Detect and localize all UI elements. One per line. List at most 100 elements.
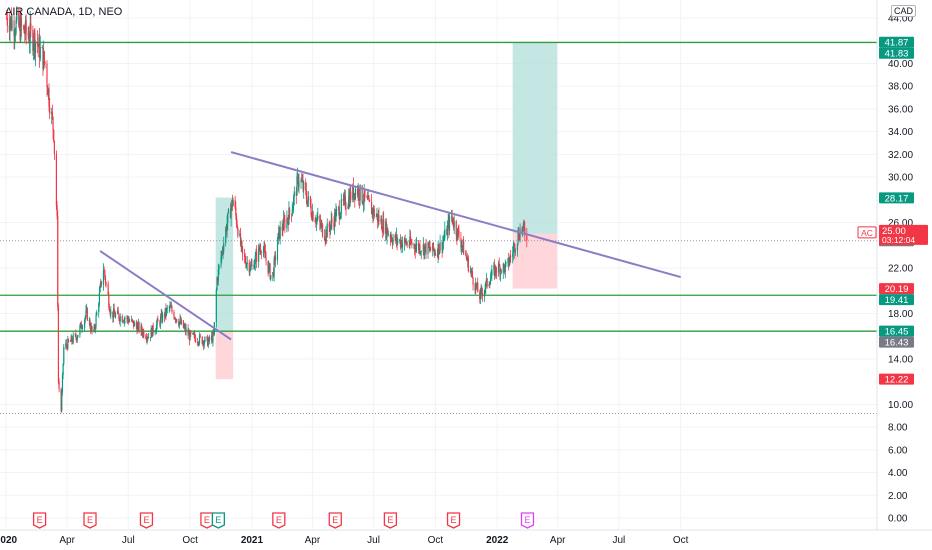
candle-body [288,208,290,225]
candle-body [474,284,476,291]
position-loss-zone[interactable] [512,233,558,289]
earnings-marker-label: E [276,515,282,525]
candle-body [142,330,144,335]
candle-body [43,51,45,62]
candle-body [74,334,76,336]
candle-body [272,272,275,277]
price-axis-tag [879,283,914,295]
candle-body [20,18,22,40]
position-profit-zone[interactable] [512,42,558,234]
candle-body [61,392,63,411]
candle-body [229,209,232,219]
trendline[interactable] [230,151,681,279]
candle-body [472,277,474,285]
candle-body [495,271,498,273]
earnings-marker[interactable]: E [211,512,226,529]
candle-body [72,335,74,343]
last-price-tag [879,224,928,245]
candle-body [409,236,411,246]
candle-body [29,23,31,42]
price-axis[interactable]: 44.00 40.00 38.00 36.00 34.00 32.00 30.00 26.00… [888,14,913,525]
candle-body [202,341,204,344]
candle-body [75,334,77,338]
candle-body [235,215,238,225]
candle-body [34,41,37,53]
candle-body [477,283,479,293]
candle-body [154,331,156,333]
candle-body [227,212,229,224]
candle-body [368,196,370,200]
candle-body [124,318,126,320]
candle-body [452,224,455,228]
position-tools[interactable] [215,42,558,380]
candle-body [293,196,295,207]
candle-body [481,293,484,297]
candle-body [358,188,360,200]
candle-body [227,209,230,213]
earnings-marker[interactable]: E [520,512,535,529]
candle-body [363,190,365,203]
candle-body [443,237,445,240]
price-axis-tag [879,325,914,337]
price-axis-tag-text: 20.19 [885,284,909,295]
price-tick-label: 26.00 [888,218,913,229]
candle-body [514,244,516,253]
time-axis[interactable]: 2020 Apr Jul Oct 2021 Apr Jul Oct 2022 Apr Jul Oct [0,535,689,546]
candle-body [385,221,387,238]
candle-body [150,328,152,338]
candle-body [187,328,189,336]
currency-badge[interactable]: CAD [891,5,917,17]
candle-body [400,241,402,247]
candle-body [331,219,333,223]
horizontal-levels[interactable] [0,41,877,414]
earnings-marker[interactable]: E [83,512,97,529]
earnings-marker[interactable]: E [328,512,342,529]
candle-body [350,191,352,200]
candle-body [135,322,137,327]
candle-body [387,227,389,235]
trendline[interactable] [99,250,232,341]
candle-body [389,234,391,239]
candle-body [95,315,97,327]
trendlines[interactable] [99,151,681,341]
candle-body [301,180,303,182]
candle-body [182,320,185,328]
candle-body [405,240,407,245]
candle-body [315,222,317,224]
candle-body [235,207,237,216]
candle-body [508,262,510,266]
earnings-marker[interactable]: E [139,512,154,529]
candle-body [345,207,347,209]
candle-body [102,270,105,286]
earnings-marker[interactable]: E [272,512,286,529]
price-axis-tag-text: 12.22 [885,375,909,386]
candle-body [178,321,180,326]
candle-body [378,215,380,222]
earnings-marker[interactable]: E [200,512,214,529]
candle-body [500,269,502,273]
candle-body [251,264,253,266]
candle-body [354,188,357,199]
candle-body [372,208,374,216]
earnings-marker[interactable]: E [32,512,47,529]
candle-body [42,47,44,69]
candle-body [457,228,459,231]
candle-body [56,205,58,216]
earnings-marker[interactable]: E [383,512,398,529]
earnings-marker[interactable]: E [446,512,461,529]
candle-body [399,239,401,241]
candle-body [32,46,35,51]
candle-body [425,243,427,255]
candle-body [183,327,185,328]
candle-body [484,288,486,291]
candle-body [231,200,233,208]
candle-body [408,245,410,246]
candle-body [184,326,186,328]
candle-body [118,319,121,322]
position-loss-zone[interactable] [215,331,234,380]
position-profit-zone[interactable] [215,197,234,332]
candle-body [9,23,11,32]
candle-body [126,316,128,319]
